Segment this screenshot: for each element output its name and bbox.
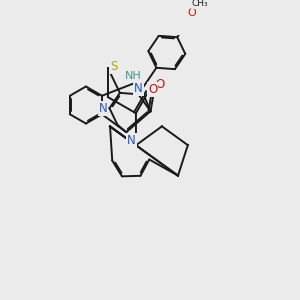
Text: N: N xyxy=(127,134,136,147)
Text: O: O xyxy=(188,8,196,18)
Text: S: S xyxy=(110,60,118,73)
Text: N: N xyxy=(99,102,107,115)
Text: N: N xyxy=(134,82,143,95)
Text: CH₃: CH₃ xyxy=(192,0,208,8)
Text: O: O xyxy=(155,77,165,91)
Text: NH: NH xyxy=(125,71,142,81)
Text: O: O xyxy=(148,83,157,96)
